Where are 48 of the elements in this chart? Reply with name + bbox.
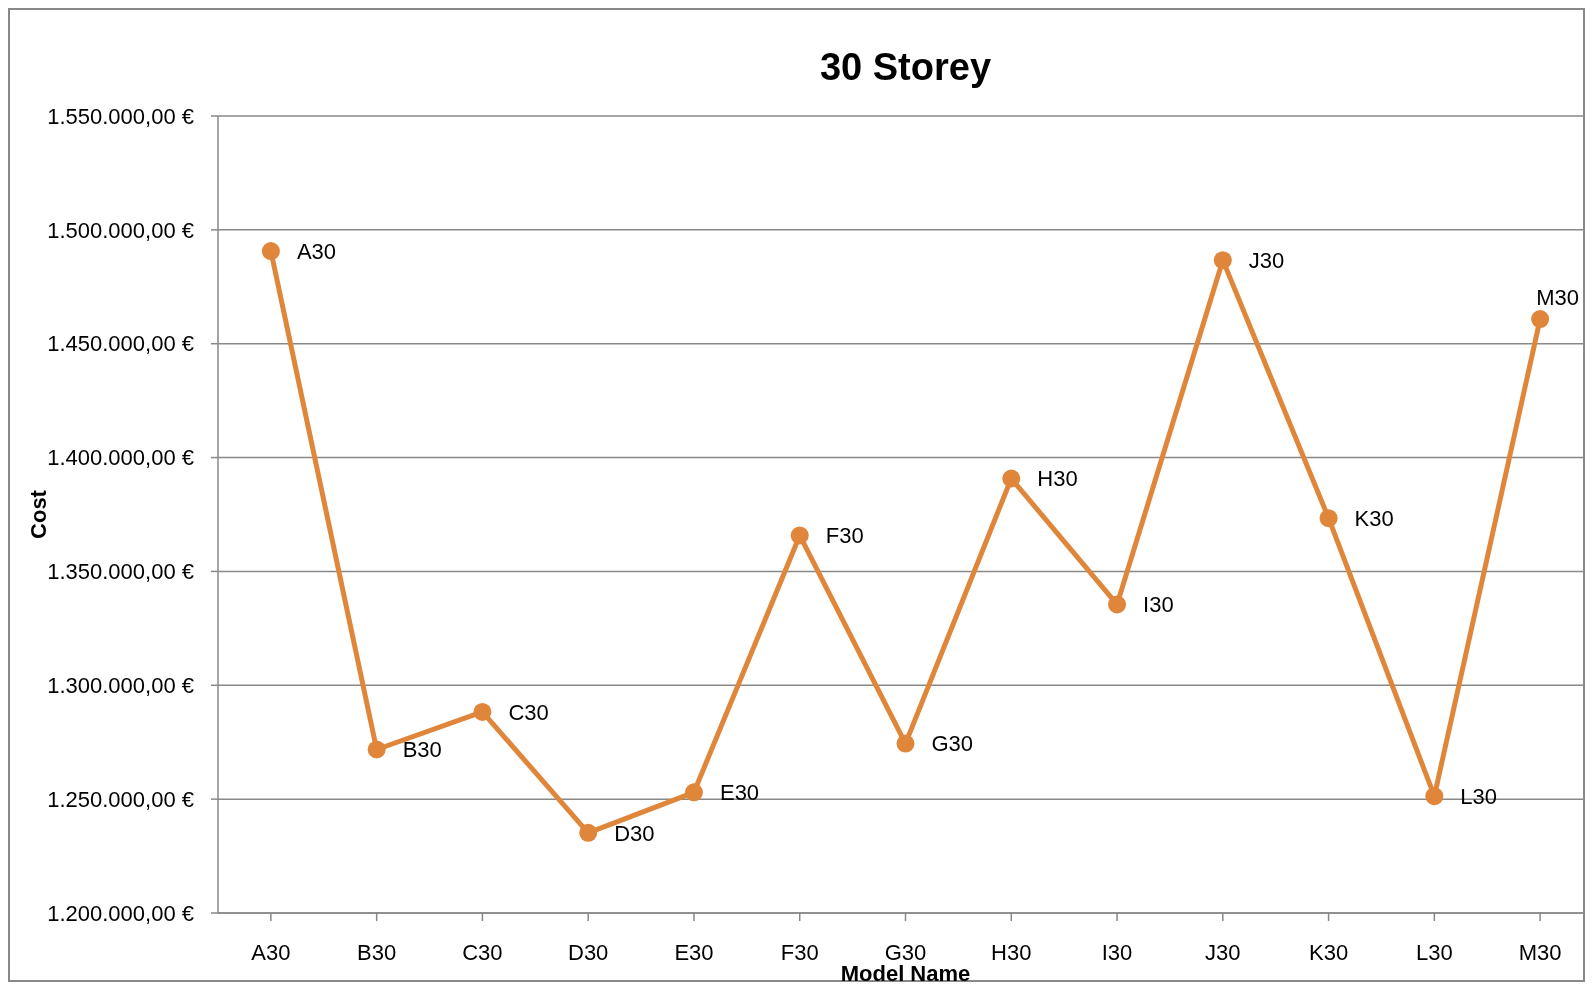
point <box>579 823 598 842</box>
annotation: G30 <box>931 731 974 757</box>
annotation: M30 <box>1536 284 1579 310</box>
x-tick-label: K30 <box>1309 940 1349 965</box>
point <box>1213 251 1232 270</box>
point <box>1108 595 1127 614</box>
annotation: C30 <box>508 699 549 725</box>
x-tick-label: E30 <box>674 940 714 965</box>
y-tick-label: 1.350.000,00 € <box>47 559 194 585</box>
x-tick-label: A30 <box>251 940 291 965</box>
x-tick-label: D30 <box>568 940 609 965</box>
annotation: D30 <box>614 820 655 846</box>
y-tick-label: 1.450.000,00 € <box>47 331 194 357</box>
point <box>896 734 915 753</box>
y-tick-label: 1.550.000,00 € <box>47 103 194 129</box>
annotation: E30 <box>719 780 760 806</box>
x-tick-label: I30 <box>1101 940 1133 965</box>
x-tick-label: J30 <box>1205 940 1241 965</box>
y-tick-label: 1.250.000,00 € <box>47 786 194 812</box>
x-tick-label: F30 <box>780 940 819 965</box>
point <box>790 526 809 545</box>
annotation: B30 <box>402 737 442 763</box>
chart-title: 30 Storey <box>819 46 992 88</box>
y-tick-label: 1.400.000,00 € <box>47 445 194 471</box>
point <box>1531 310 1550 329</box>
x-tick-label: C30 <box>462 940 503 965</box>
point <box>367 740 386 759</box>
point <box>1425 787 1444 806</box>
x-tick-label: L30 <box>1415 940 1453 965</box>
annotation: L30 <box>1460 783 1498 809</box>
y-tick-label: 1.200.000,00 € <box>47 900 194 926</box>
point <box>261 242 280 261</box>
y-tick-label: 1.500.000,00 € <box>47 217 194 243</box>
x-tick-label: B30 <box>357 940 397 965</box>
annotation: I30 <box>1143 592 1174 618</box>
x-tick-label: M30 <box>1518 940 1562 965</box>
annotation: H30 <box>1037 466 1078 492</box>
point <box>684 783 703 802</box>
y-axis-title: Cost <box>26 489 51 539</box>
annotation: K30 <box>1354 505 1394 531</box>
point <box>1002 469 1021 488</box>
y-tick-label: 1.300.000,00 € <box>47 672 194 698</box>
point <box>1319 509 1338 528</box>
point <box>473 702 492 721</box>
annotation: A30 <box>296 238 337 264</box>
annotation: J30 <box>1248 247 1285 273</box>
x-tick-label: H30 <box>991 940 1032 965</box>
annotation: F30 <box>825 523 864 549</box>
